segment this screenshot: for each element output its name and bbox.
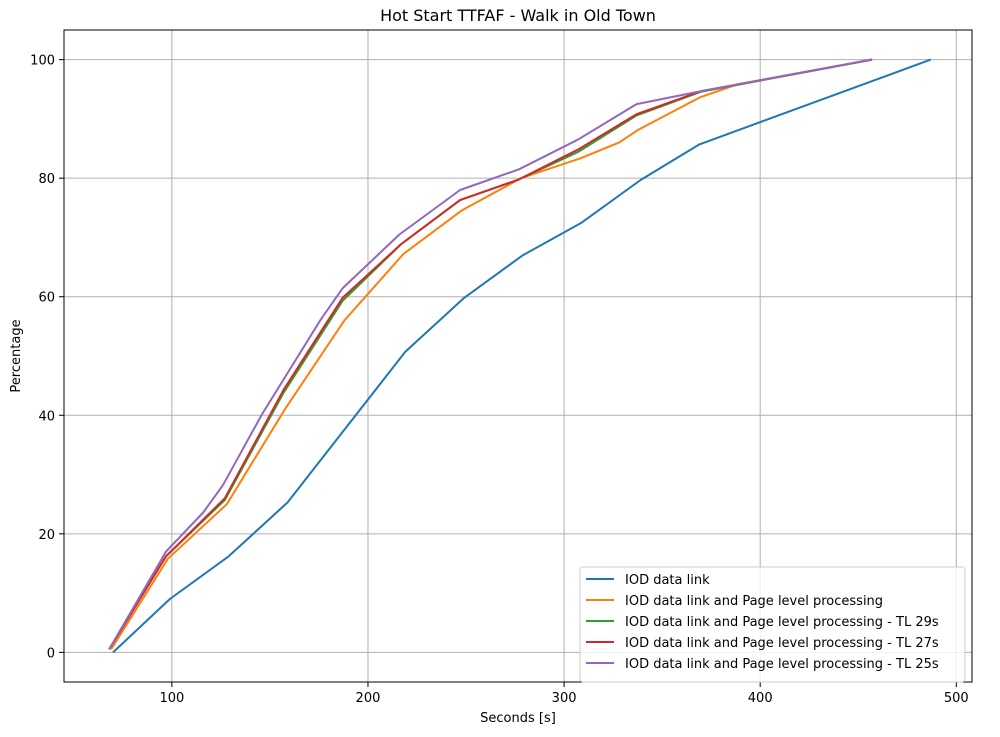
legend-label: IOD data link and Page level processing …: [625, 657, 939, 672]
y-axis-ticks: 0 20 40 60 80 100: [30, 54, 64, 662]
y-tick-label: 100: [30, 54, 55, 69]
y-axis-label: Percentage: [9, 319, 24, 392]
series-line-2: [111, 60, 872, 650]
x-tick-label: 500: [944, 691, 969, 706]
x-tick-label: 300: [552, 691, 577, 706]
x-tick-label: 100: [159, 691, 184, 706]
legend-label: IOD data link: [625, 573, 710, 588]
series-lines: [109, 60, 931, 653]
legend-label: IOD data link and Page level processing: [625, 594, 883, 609]
y-tick-label: 80: [38, 172, 55, 187]
y-tick-label: 40: [38, 409, 55, 424]
x-tick-label: 400: [748, 691, 773, 706]
x-tick-label: 200: [356, 691, 381, 706]
legend-label: IOD data link and Page level processing …: [625, 636, 939, 651]
y-tick-label: 60: [38, 291, 55, 306]
legend-label: IOD data link and Page level processing …: [625, 615, 939, 630]
y-tick-label: 0: [47, 646, 55, 661]
legend: IOD data link IOD data link and Page leve…: [580, 567, 965, 682]
y-tick-label: 20: [38, 528, 55, 543]
x-axis-label: Seconds [s]: [480, 711, 556, 726]
chart-title: Hot Start TTFAF - Walk in Old Town: [380, 6, 656, 25]
series-line-1: [113, 60, 931, 653]
x-axis-ticks: 100 200 300 400 500: [159, 682, 968, 706]
